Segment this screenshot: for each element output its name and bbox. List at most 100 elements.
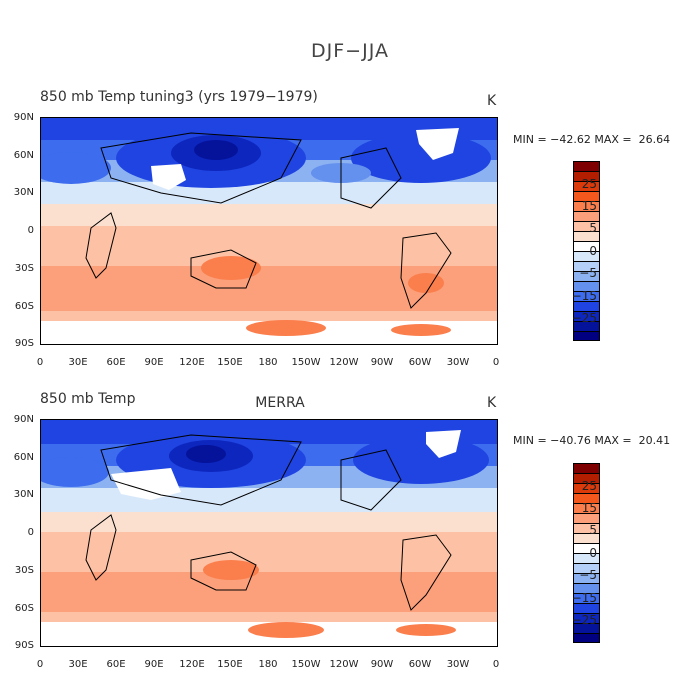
panel-2-lon-label: 60W (408, 659, 432, 670)
panel-2-lon-label: 150W (291, 659, 321, 670)
panel-1-lon-label: 60W (408, 357, 432, 368)
panel-2-colorbar-label: 5 (589, 523, 597, 537)
panel-1-lat-label: 90N (13, 112, 34, 123)
panel-2-lat-label: 90S (14, 640, 34, 651)
colorbar-swatch (574, 574, 599, 584)
panel-2-lat-label: 30N (13, 489, 34, 500)
panel-2-lon-label: 120E (179, 659, 205, 670)
colorbar-swatch (574, 252, 599, 262)
panel-2-lon-label: 0 (36, 659, 44, 670)
panel-1-lat-label: 60S (14, 301, 34, 312)
panel-1-lon-label: 90E (144, 357, 164, 368)
panel-2-colorbar (573, 463, 600, 643)
colorbar-swatch (574, 484, 599, 494)
panel-2-lon-label: 150E (217, 659, 243, 670)
colorbar-swatch (574, 564, 599, 574)
colorbar-swatch (574, 302, 599, 312)
colorbar-swatch (574, 524, 599, 534)
colorbar-swatch (574, 282, 599, 292)
colorbar-swatch (574, 232, 599, 242)
colorbar-swatch (574, 192, 599, 202)
panel-2-colorbar-label: 25 (581, 479, 597, 493)
colorbar-swatch (574, 312, 599, 322)
colorbar-swatch (574, 202, 599, 212)
colorbar-swatch (574, 212, 599, 222)
colorbar-swatch (574, 624, 599, 634)
colorbar-swatch (574, 172, 599, 182)
panel-2-lon-label: 30W (446, 659, 470, 670)
colorbar-swatch (574, 614, 599, 624)
panel-1-map (40, 117, 498, 345)
colorbar-swatch (574, 604, 599, 614)
panel-1-lon-label: 180 (258, 357, 278, 368)
panel-1-colorbar-label: −5 (579, 266, 597, 280)
panel-1-lat-label: 30S (14, 263, 34, 274)
panel-1-lat-label: 90S (14, 338, 34, 349)
panel-1-lon-label: 0 (36, 357, 44, 368)
panel-1-colorbar-label: 25 (581, 177, 597, 191)
panel-2-min-max: MIN = −40.76 MAX = 20.41 (513, 434, 671, 447)
panel-2-colorbar-label: 0 (589, 546, 597, 560)
panel-1-colorbar (573, 161, 600, 341)
panel-1-lat-label: 60N (13, 150, 34, 161)
panel-1-lon-label: 150E (217, 357, 243, 368)
colorbar-swatch (574, 474, 599, 484)
panel-2-lon-label: 90E (144, 659, 164, 670)
panel-2-lon-label: 90W (370, 659, 394, 670)
panel-2-center-title: MERRA (255, 395, 305, 411)
panel-1-lat-label: 30N (13, 187, 34, 198)
panel-1-colorbar-label: −25 (571, 311, 597, 325)
panel-1-lon-label: 150W (291, 357, 321, 368)
panel-2-colorbar-label: 15 (581, 501, 597, 515)
panel-2-map (40, 419, 498, 647)
panel-2-lat-label: 60N (13, 452, 34, 463)
colorbar-swatch (574, 534, 599, 544)
panel-2-lat-label: 30S (14, 565, 34, 576)
panel-1-left-title: 850 mb Temp tuning3 (yrs 1979−1979) (40, 89, 318, 105)
colorbar-swatch (574, 494, 599, 504)
colorbar-swatch (574, 554, 599, 564)
panel-1-lon-label: 30E (68, 357, 88, 368)
colorbar-swatch (574, 242, 599, 252)
panel-1-lon-label: 0 (492, 357, 500, 368)
colorbar-swatch (574, 464, 599, 474)
panel-2-lat-label: 0 (27, 527, 34, 538)
colorbar-swatch (574, 594, 599, 604)
colorbar-swatch (574, 272, 599, 282)
panel-2-lon-label: 30E (68, 659, 88, 670)
panel-1-min-max: MIN = −42.62 MAX = 26.64 (513, 133, 671, 146)
panel-2-lat-label: 90N (13, 414, 34, 425)
colorbar-swatch (574, 504, 599, 514)
colorbar-swatch (574, 222, 599, 232)
panel-1-colorbar-label: 15 (581, 199, 597, 213)
panel-2-lat-label: 60S (14, 603, 34, 614)
panel-1-lon-label: 60E (106, 357, 126, 368)
panel-1-lon-label: 30W (446, 357, 470, 368)
colorbar-swatch (574, 292, 599, 302)
colorbar-swatch (574, 332, 599, 340)
colorbar-swatch (574, 262, 599, 272)
panel-2-colorbar-label: −25 (571, 613, 597, 627)
panel-1-lon-label: 120W (329, 357, 359, 368)
colorbar-swatch (574, 182, 599, 192)
panel-1-colorbar-label: −15 (571, 289, 597, 303)
panel-1-colorbar-label: 0 (589, 244, 597, 258)
colorbar-swatch (574, 584, 599, 594)
panel-2-colorbar-label: −5 (579, 568, 597, 582)
panel-1-colorbar-label: 5 (589, 221, 597, 235)
panel-2-lon-label: 120W (329, 659, 359, 670)
panel-2-lon-label: 0 (492, 659, 500, 670)
panel-1-lon-label: 120E (179, 357, 205, 368)
colorbar-swatch (574, 322, 599, 332)
panel-1-unit: K (487, 93, 497, 109)
colorbar-swatch (574, 544, 599, 554)
page-title: DJF−JJA (311, 40, 389, 62)
panel-1-lat-label: 0 (27, 225, 34, 236)
panel-2-left-title: 850 mb Temp (40, 391, 136, 407)
colorbar-swatch (574, 162, 599, 172)
colorbar-swatch (574, 634, 599, 642)
colorbar-swatch (574, 514, 599, 524)
panel-2-colorbar-label: −15 (571, 591, 597, 605)
panel-1-lon-label: 90W (370, 357, 394, 368)
panel-2-lon-label: 180 (258, 659, 278, 670)
